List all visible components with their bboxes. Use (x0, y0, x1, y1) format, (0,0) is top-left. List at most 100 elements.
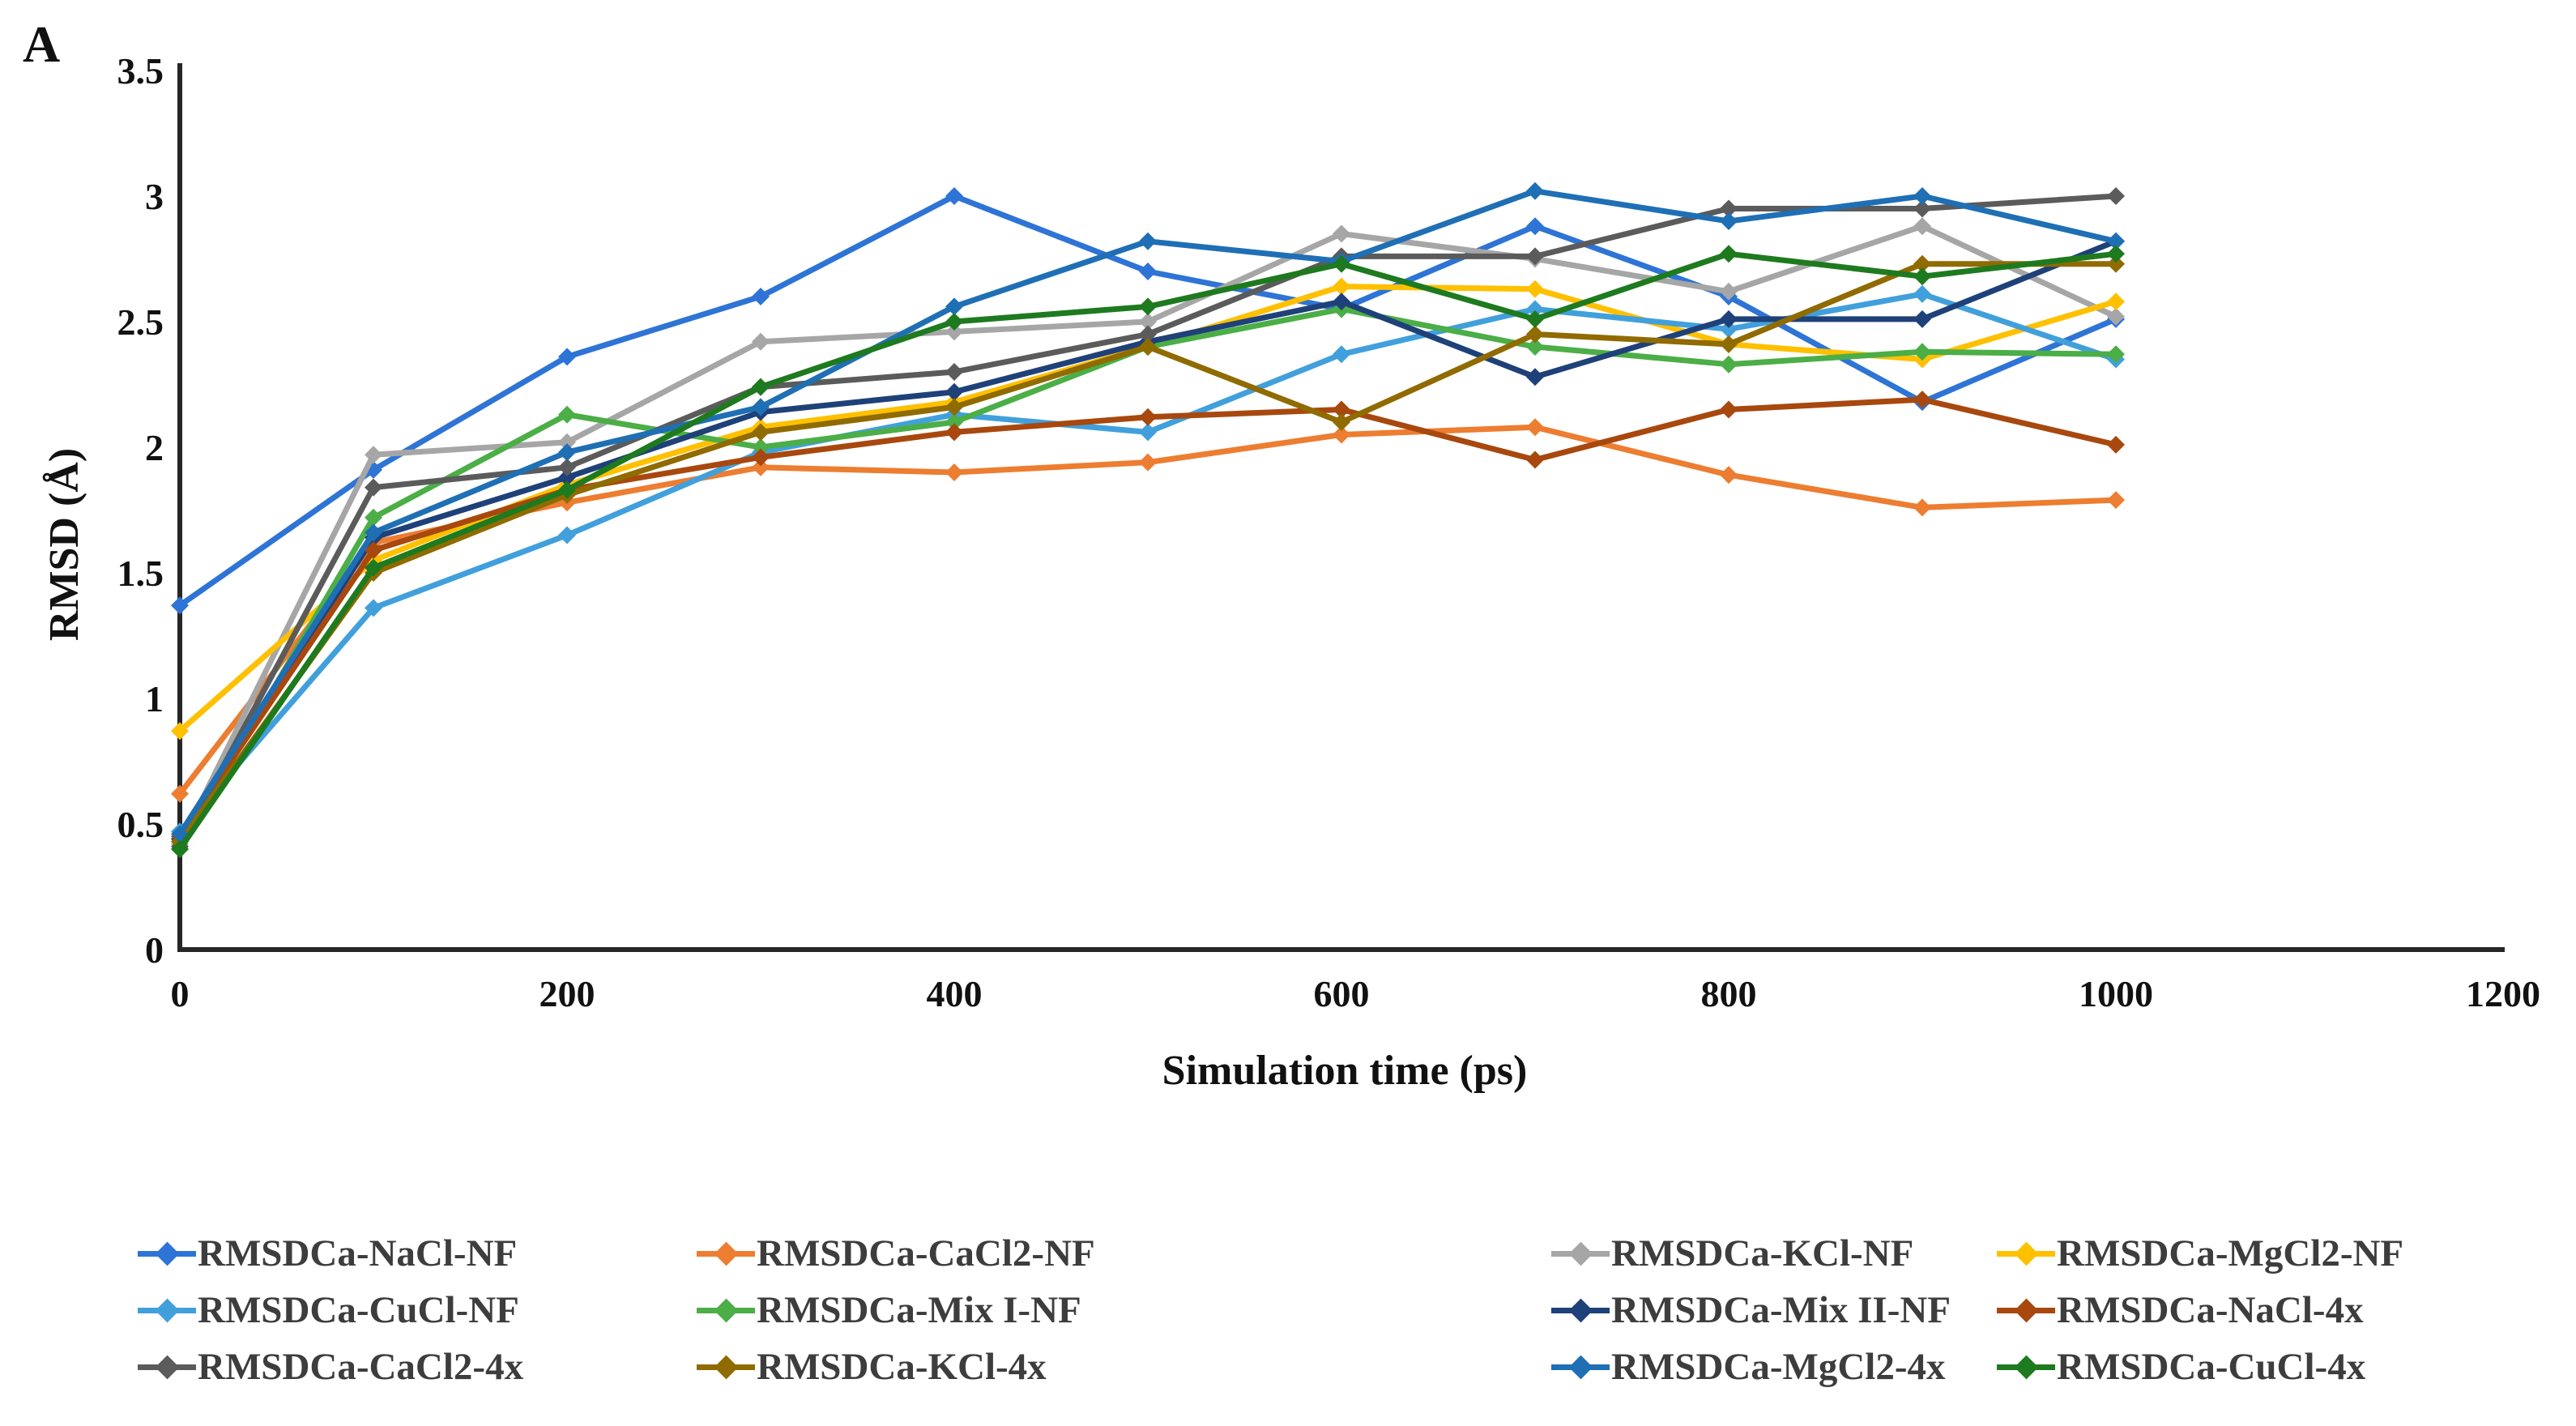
series-marker-RMSDCa-CaCl2-NF (1333, 425, 1350, 444)
series-marker-RMSDCa-KCl-4x (945, 398, 963, 416)
series-marker-RMSDCa-NaCl-NF (171, 596, 189, 615)
series-marker-RMSDCa-NaCl-NF (1526, 217, 1544, 236)
series-marker-RMSDCa-NaCl-4x (752, 448, 770, 467)
y-tick-label: 0.5 (117, 804, 164, 845)
legend-label: RMSDCa-MgCl2-4x (1611, 1346, 1946, 1388)
series-marker-RMSDCa-KCl-NF (945, 322, 963, 341)
legend-item-RMSDCa-NaCl-NF: RMSDCa-NaCl-NF (138, 1232, 697, 1275)
legend-label: RMSDCa-Mix I-NF (757, 1289, 1081, 1331)
legend-item-RMSDCa-CaCl2-NF: RMSDCa-CaCl2-NF (697, 1232, 1551, 1275)
series-marker-RMSDCa-NaCl-4x (1333, 400, 1350, 419)
series-marker-RMSDCa-CuCl-NF (558, 526, 576, 544)
y-tick-label: 2 (145, 427, 164, 468)
series-marker-RMSDCa-NaCl-NF (752, 288, 770, 305)
series-marker-RMSDCa-NaCl-4x (1720, 400, 1738, 419)
legend-line-marker-icon (138, 1355, 196, 1380)
series-marker-RMSDCa-MgCl2-4x (1913, 187, 1931, 205)
legend-label: RMSDCa-NaCl-4x (2057, 1289, 2364, 1331)
series-marker-RMSDCa-CaCl2-NF (2107, 491, 2125, 510)
chart-legend: RMSDCa-NaCl-NF RMSDCa-CaCl2-NF RMSDCa-KCl-… (138, 1225, 2576, 1395)
series-marker-RMSDCa-KCl-4x (1913, 254, 1931, 273)
series-marker-RMSDCa-Mix I-NF (1913, 343, 1931, 361)
series-marker-RMSDCa-MgCl2-NF (171, 722, 189, 741)
series-marker-RMSDCa-NaCl-4x (1526, 450, 1544, 469)
series-marker-RMSDCa-KCl-NF (2107, 307, 2125, 326)
series-marker-RMSDCa-MgCl2-4x (558, 443, 576, 462)
y-tick-label: 1.5 (117, 553, 164, 594)
y-tick-label: 2.5 (117, 301, 164, 343)
series-marker-RMSDCa-CuCl-NF (1913, 284, 1931, 303)
series-marker-RMSDCa-CaCl2-4x (945, 363, 963, 381)
series-marker-RMSDCa-CuCl-4x (1720, 245, 1738, 263)
series-marker-RMSDCa-KCl-NF (365, 446, 382, 464)
series-marker-RMSDCa-Mix I-NF (1720, 355, 1738, 374)
series-marker-RMSDCa-CuCl-NF (1720, 320, 1738, 339)
series-marker-RMSDCa-CaCl2-NF (1913, 498, 1931, 517)
series-line-RMSDCa-CaCl2-NF (177, 424, 2117, 796)
legend-line-marker-icon (1551, 1355, 1610, 1380)
series-marker-RMSDCa-CuCl-4x (945, 313, 963, 331)
series-marker-RMSDCa-KCl-4x (752, 423, 770, 442)
x-tick-label: 600 (1314, 973, 1370, 1014)
series-marker-RMSDCa-CaCl2-4x (2107, 187, 2125, 205)
series-marker-RMSDCa-MgCl2-NF (2107, 292, 2125, 311)
legend-line-marker-icon (697, 1298, 755, 1323)
series-marker-RMSDCa-Mix I-NF (558, 405, 576, 424)
series-marker-RMSDCa-CuCl-4x (365, 558, 382, 577)
series-marker-RMSDCa-CuCl-NF (1333, 345, 1350, 364)
series-marker-RMSDCa-CuCl-4x (1333, 254, 1350, 273)
series-marker-RMSDCa-KCl-NF (752, 332, 770, 351)
legend-label: RMSDCa-CaCl2-NF (757, 1232, 1095, 1274)
legend-line-marker-icon (138, 1298, 196, 1323)
series-marker-RMSDCa-CaCl2-NF (752, 458, 770, 476)
series-marker-RMSDCa-CuCl-NF (365, 599, 382, 617)
series-marker-RMSDCa-KCl-NF (1139, 313, 1157, 331)
series-marker-RMSDCa-CaCl2-4x (1913, 199, 1931, 218)
series-marker-RMSDCa-CaCl2-4x (365, 478, 382, 497)
series-marker-RMSDCa-KCl-NF (1720, 282, 1738, 301)
series-marker-RMSDCa-KCl-4x (1333, 413, 1350, 431)
series-marker-RMSDCa-MgCl2-NF (1333, 277, 1350, 296)
legend-item-RMSDCa-CuCl-NF: RMSDCa-CuCl-NF (138, 1288, 697, 1332)
series-marker-RMSDCa-Mix I-NF (1526, 338, 1544, 356)
legend-item-RMSDCa-KCl-NF: RMSDCa-KCl-NF (1551, 1232, 1997, 1275)
series-marker-RMSDCa-Mix II-NF (1720, 310, 1738, 328)
series-marker-RMSDCa-CuCl-4x (558, 480, 576, 499)
series-marker-RMSDCa-CuCl-NF (1526, 300, 1544, 318)
legend-item-RMSDCa-NaCl-4x: RMSDCa-NaCl-4x (1997, 1288, 2576, 1332)
y-axis-title: RMSD (Å) (41, 448, 87, 641)
series-marker-RMSDCa-CaCl2-4x (1720, 199, 1738, 218)
series-marker-RMSDCa-KCl-NF (1913, 217, 1931, 236)
legend-item-RMSDCa-MgCl2-NF: RMSDCa-MgCl2-NF (1997, 1232, 2576, 1275)
series-marker-RMSDCa-CaCl2-NF (1720, 466, 1738, 485)
series-marker-RMSDCa-CaCl2-NF (1139, 453, 1157, 472)
series-marker-RMSDCa-NaCl-NF (945, 187, 963, 205)
series-marker-RMSDCa-NaCl-4x (2107, 435, 2125, 454)
series-marker-RMSDCa-NaCl-4x (365, 541, 382, 560)
legend-line-marker-icon (697, 1355, 755, 1380)
legend-line-marker-icon (138, 1241, 196, 1266)
legend-line-marker-icon (1551, 1298, 1610, 1323)
legend-line-marker-icon (1997, 1241, 2055, 1266)
series-marker-RMSDCa-CuCl-4x (1526, 310, 1544, 328)
series-marker-RMSDCa-Mix I-NF (752, 438, 770, 456)
series-marker-RMSDCa-CaCl2-NF (171, 784, 189, 803)
series-marker-RMSDCa-MgCl2-4x (1526, 181, 1544, 200)
legend-line-marker-icon (1551, 1241, 1610, 1266)
panel-label: A (23, 15, 61, 73)
series-marker-RMSDCa-Mix I-NF (945, 413, 963, 431)
legend-line-marker-icon (1997, 1355, 2055, 1380)
series-marker-RMSDCa-CuCl-NF (1139, 423, 1157, 442)
series-marker-RMSDCa-NaCl-NF (558, 348, 576, 366)
series-marker-RMSDCa-MgCl2-4x (1720, 212, 1738, 230)
series-marker-RMSDCa-NaCl-NF (1139, 263, 1157, 280)
series-marker-RMSDCa-Mix II-NF (1526, 368, 1544, 386)
legend-item-RMSDCa-CaCl2-4x: RMSDCa-CaCl2-4x (138, 1345, 697, 1389)
legend-label: RMSDCa-CaCl2-4x (198, 1346, 524, 1388)
series-marker-RMSDCa-KCl-4x (2107, 254, 2125, 273)
series-line-RMSDCa-Mix I-NF (177, 306, 2117, 851)
series-marker-RMSDCa-NaCl-4x (1913, 391, 1931, 409)
series-marker-RMSDCa-Mix I-NF (365, 508, 382, 527)
